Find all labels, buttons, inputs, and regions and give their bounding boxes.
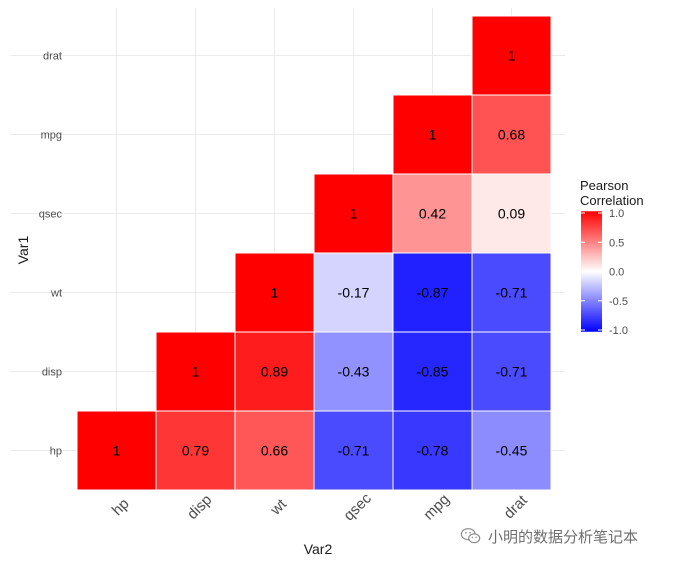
cell-value-label: 1 (429, 127, 437, 143)
y-axis-title: Var1 (15, 236, 31, 265)
cell-value-label: -0.17 (338, 285, 370, 301)
cell-value-label: -0.78 (417, 443, 449, 459)
y-tick-label: qsec (39, 209, 63, 221)
cell-value-label: 0.09 (498, 206, 525, 222)
watermark: 小明的数据分析笔记本 (460, 523, 638, 549)
x-tick-label: drat (501, 491, 532, 522)
heatmap-cell (155, 331, 236, 412)
heatmap-cell (471, 94, 552, 175)
heatmap-cell (471, 252, 552, 333)
legend-title-line2: Correlation (580, 193, 644, 208)
legend-colorbar (581, 211, 602, 332)
heatmap-cell (471, 410, 552, 491)
heatmap-cell (76, 410, 157, 491)
y-tick-label: drat (43, 51, 62, 63)
heatmap-cell (471, 331, 552, 412)
cell-value-label: 1 (350, 206, 358, 222)
cell-value-label: 1 (113, 443, 121, 459)
cell-value-label: 0.66 (261, 443, 288, 459)
legend-title-line1: Pearson (580, 178, 628, 193)
cell-value-label: 0.42 (419, 206, 446, 222)
cell-value-label: 1 (508, 48, 516, 64)
y-tick-label: hp (50, 446, 62, 458)
heatmap-cell (392, 331, 473, 412)
heatmap-cell (234, 252, 315, 333)
x-tick-label: disp (184, 491, 215, 522)
legend-tick-label: 0.5 (609, 237, 624, 249)
heatmap-cell (313, 252, 394, 333)
legend-tick-label: 1.0 (609, 208, 624, 220)
heatmap-cell (392, 252, 473, 333)
x-tick-label: qsec (340, 490, 375, 525)
y-tick-label: disp (42, 367, 62, 379)
cell-value-label: -0.43 (338, 364, 370, 380)
heatmap-cell (313, 173, 394, 254)
cell-value-label: 0.79 (182, 443, 209, 459)
heatmap-cell (471, 173, 552, 254)
cell-value-label: -0.71 (338, 443, 370, 459)
cell-value-label: 1 (271, 285, 279, 301)
heatmap-cell (471, 15, 552, 96)
cell-value-label: -0.71 (496, 285, 528, 301)
x-tick-label: hp (109, 495, 133, 519)
legend-tick-label: -1.0 (609, 325, 628, 337)
cell-value-label: -0.85 (417, 364, 449, 380)
y-tick-label: wt (50, 288, 62, 300)
cell-value-label: 0.89 (261, 364, 288, 380)
legend-tick-label: 0.0 (609, 267, 624, 279)
cell-value-label: 1 (192, 364, 200, 380)
cell-value-label: 0.68 (498, 127, 525, 143)
legend-tick-label: -0.5 (609, 296, 628, 308)
y-tick-label: mpg (41, 130, 62, 142)
cell-value-label: -0.45 (496, 443, 528, 459)
watermark-text: 小明的数据分析笔记本 (488, 527, 639, 546)
wechat-icon (460, 528, 481, 544)
x-tick-label: mpg (420, 491, 453, 524)
heatmap-cell (392, 410, 473, 491)
cell-value-label: -0.71 (496, 364, 528, 380)
x-axis-title: Var2 (304, 541, 333, 557)
heatmap-cell (392, 173, 473, 254)
cell-value-label: -0.87 (417, 285, 449, 301)
x-tick-label: wt (267, 495, 291, 519)
